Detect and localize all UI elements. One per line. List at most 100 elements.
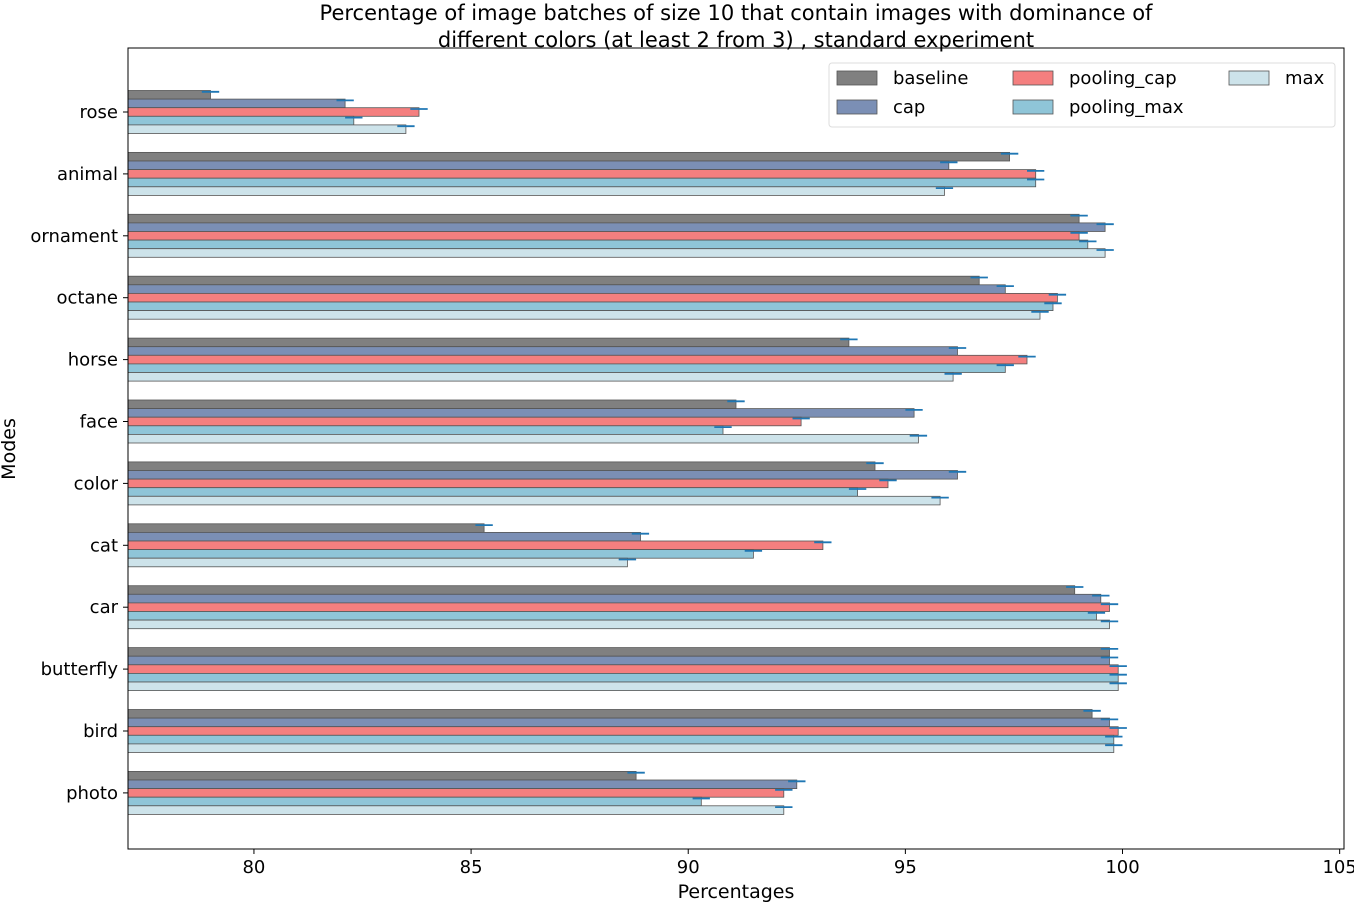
bar-animal-cap	[127, 160, 950, 171]
bar-horse-pooling_cap	[127, 354, 1028, 365]
bar-cat-cap	[127, 532, 641, 542]
bar-cat-pooling_max	[127, 549, 754, 559]
bar-cat-max	[127, 557, 628, 568]
chart-title: Percentage of image batches of size 10 t…	[128, 0, 1344, 54]
y-tick-label-photo: photo	[66, 783, 118, 804]
bar-horse-baseline	[127, 337, 850, 348]
bar-photo-pooling_max	[127, 796, 702, 807]
legend-swatch-pooling_cap	[1012, 70, 1054, 86]
legend-swatch-baseline	[836, 70, 878, 86]
legend-label-baseline: baseline	[893, 68, 968, 89]
bar-octane-cap	[127, 284, 1006, 294]
bar-octane-pooling_max	[127, 301, 1054, 312]
x-tick-label: 85	[460, 857, 483, 878]
y-tick-label-face: face	[80, 412, 118, 433]
y-tick-label-car: car	[90, 597, 119, 618]
bar-face-cap	[127, 408, 915, 418]
bar-bird-pooling_cap	[127, 726, 1119, 736]
x-tick-label: 90	[677, 857, 700, 878]
bar-color-cap	[127, 470, 958, 480]
bar-cat-pooling_cap	[127, 540, 824, 551]
bar-ornament-max	[127, 248, 1106, 258]
bar-photo-pooling_cap	[127, 788, 785, 798]
y-axis: rose animal ornament octane horse face color ca…	[30, 102, 128, 804]
y-axis-label: Modes	[0, 418, 20, 480]
bar-horse-cap	[127, 346, 958, 356]
legend-label-pooling_max: pooling_max	[1069, 97, 1184, 118]
bar-car-cap	[127, 593, 1102, 604]
bar-butterfly-max	[127, 681, 1119, 692]
bar-octane-max	[127, 310, 1041, 320]
bar-bird-max	[127, 743, 1115, 753]
bar-face-max	[127, 433, 919, 444]
bar-rose-baseline	[127, 90, 211, 100]
bar-face-baseline	[127, 399, 737, 410]
bar-car-baseline	[127, 585, 1076, 595]
x-tick-label: 95	[894, 857, 917, 878]
bar-rose-max	[127, 124, 407, 134]
y-tick-label-animal: animal	[57, 164, 118, 185]
x-tick-label: 80	[242, 857, 265, 878]
bar-bird-pooling_max	[127, 734, 1115, 745]
bar-ornament-baseline	[127, 213, 1080, 224]
bar-bird-cap	[127, 717, 1110, 728]
bar-bird-baseline	[127, 709, 1093, 719]
bar-animal-baseline	[127, 151, 1010, 162]
bar-animal-max	[127, 186, 945, 196]
bar-ornament-cap	[127, 222, 1106, 232]
legend-label-max: max	[1285, 68, 1325, 89]
bar-butterfly-pooling_max	[127, 673, 1119, 683]
bar-photo-cap	[127, 779, 798, 790]
bar-ornament-pooling_cap	[127, 231, 1080, 241]
bar-rose-pooling_cap	[127, 107, 420, 117]
bar-photo-max	[127, 805, 785, 815]
x-tick-label: 105	[1322, 857, 1354, 878]
bar-horse-pooling_max	[127, 363, 1006, 373]
y-tick-label-cat: cat	[90, 535, 118, 556]
bar-photo-baseline	[127, 771, 637, 781]
bar-color-max	[127, 495, 941, 506]
y-tick-label-octane: octane	[57, 288, 118, 309]
y-tick-label-bird: bird	[83, 721, 118, 742]
bar-car-pooling_max	[127, 611, 1097, 621]
bar-face-pooling_cap	[127, 416, 802, 427]
bar-color-pooling_cap	[127, 478, 889, 489]
bar-face-pooling_max	[127, 425, 724, 435]
bar-cat-baseline	[127, 523, 485, 533]
legend-label-cap: cap	[893, 97, 925, 118]
bar-animal-pooling_max	[127, 177, 1037, 188]
legend-swatch-max	[1228, 70, 1270, 86]
bar-car-pooling_cap	[127, 602, 1110, 612]
bar-octane-pooling_cap	[127, 292, 1058, 303]
bar-color-pooling_max	[127, 487, 858, 497]
legend-swatch-pooling_max	[1012, 99, 1054, 115]
error-bars-layer	[201, 90, 1127, 808]
bar-horse-max	[127, 372, 954, 382]
y-tick-label-ornament: ornament	[30, 226, 118, 247]
bar-octane-baseline	[127, 275, 980, 286]
bar-animal-pooling_cap	[127, 169, 1037, 179]
bars-layer	[127, 90, 1119, 815]
plot-area-frame	[127, 47, 1345, 850]
legend: baseline cap pooling_cap pooling_max max	[828, 62, 1336, 128]
legend-swatch-cap	[836, 99, 878, 115]
bar-butterfly-pooling_cap	[127, 664, 1119, 674]
bar-butterfly-cap	[127, 655, 1110, 666]
y-tick-label-color: color	[74, 473, 119, 494]
y-tick-label-butterfly: butterfly	[41, 659, 119, 680]
legend-frame	[828, 62, 1336, 128]
bar-color-baseline	[127, 461, 876, 471]
x-tick-label: 100	[1105, 857, 1139, 878]
bar-ornament-pooling_max	[127, 239, 1089, 250]
bar-rose-pooling_max	[127, 115, 355, 126]
legend-label-pooling_cap: pooling_cap	[1069, 68, 1177, 89]
bar-butterfly-baseline	[127, 647, 1110, 657]
x-axis: 80 85 90 95 100 105	[242, 849, 1354, 878]
bar-rose-cap	[127, 98, 346, 109]
chart-title-line-1: Percentage of image batches of size 10 t…	[319, 1, 1153, 25]
bar-car-max	[127, 619, 1110, 630]
x-axis-label: Percentages	[678, 881, 795, 903]
y-tick-label-rose: rose	[80, 102, 118, 123]
y-tick-label-horse: horse	[68, 350, 118, 371]
